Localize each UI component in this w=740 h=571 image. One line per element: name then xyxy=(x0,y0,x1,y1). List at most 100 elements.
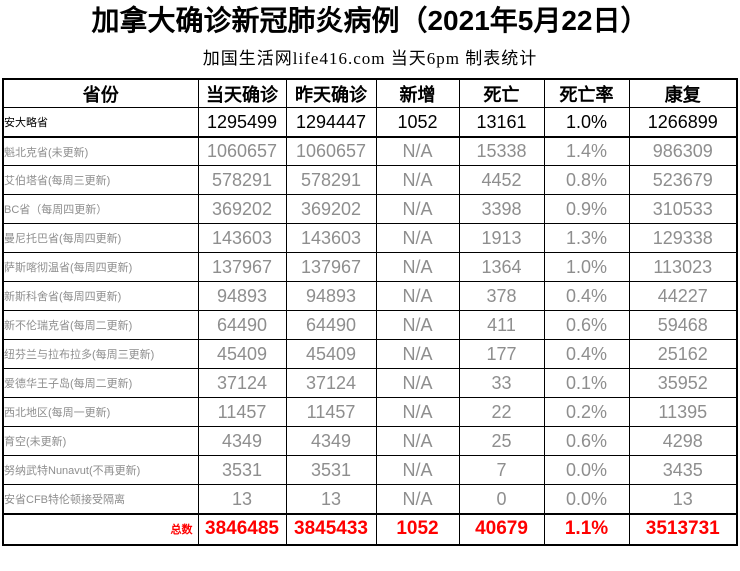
value-cell: 129338 xyxy=(628,223,738,254)
value-cell: 523679 xyxy=(628,165,738,196)
page-title: 加拿大确诊新冠肺炎病例（2021年5月22日） xyxy=(91,5,649,36)
value-cell: 1052 xyxy=(375,107,460,138)
column-header: 死亡率 xyxy=(543,78,630,109)
covid-stats-table: 省份 当天确诊 昨天确诊 新增 死亡 死亡率 康复 安大略省 1295499 1294447 10… xyxy=(2,77,738,546)
table-row: 努纳武特Nunavut(不再更新) 3531 3531 N/A 7 0.0% 3435 xyxy=(2,455,738,486)
table-row: 萨斯喀彻温省(每周四更新) 137967 137967 N/A 1364 1.0% 1130… xyxy=(2,252,738,283)
value-cell: N/A xyxy=(375,310,460,341)
value-cell: 0.4% xyxy=(543,281,630,312)
value-cell: N/A xyxy=(375,281,460,312)
value-cell: N/A xyxy=(375,136,460,167)
value-cell: 1.0% xyxy=(543,107,630,138)
value-cell: 411 xyxy=(458,310,545,341)
total-value-cell: 40679 xyxy=(458,512,545,546)
province-cell: 安省CFB特伦顿接受隔离 xyxy=(2,484,199,515)
value-cell: 3531 xyxy=(285,455,377,486)
table-row: 爱德华王子岛(每周二更新) 37124 37124 N/A 33 0.1% 35952 xyxy=(2,368,738,399)
province-cell: 曼尼托巴省(每周四更新) xyxy=(2,223,199,254)
value-cell: 113023 xyxy=(628,252,738,283)
value-cell: 37124 xyxy=(285,368,377,399)
province-cell: 安大略省 xyxy=(2,107,199,138)
value-cell: 3531 xyxy=(197,455,287,486)
value-cell: 1060657 xyxy=(197,136,287,167)
table-header: 省份 当天确诊 昨天确诊 新增 死亡 死亡率 康复 xyxy=(2,78,738,109)
value-cell: 578291 xyxy=(285,165,377,196)
header-row: 省份 当天确诊 昨天确诊 新增 死亡 死亡率 康复 xyxy=(2,78,738,109)
province-cell: 新斯科舍省(每周四更新) xyxy=(2,281,199,312)
value-cell: N/A xyxy=(375,426,460,457)
province-cell: 爱德华王子岛(每周二更新) xyxy=(2,368,199,399)
value-cell: 44227 xyxy=(628,281,738,312)
total-value-cell: 1.1% xyxy=(543,512,630,546)
value-cell: 25 xyxy=(458,426,545,457)
value-cell: 25162 xyxy=(628,339,738,370)
value-cell: 45409 xyxy=(285,339,377,370)
value-cell: 143603 xyxy=(285,223,377,254)
value-cell: 13 xyxy=(628,484,738,515)
value-cell: 1364 xyxy=(458,252,545,283)
value-cell: 4349 xyxy=(285,426,377,457)
value-cell: 33 xyxy=(458,368,545,399)
table-row: BC省（每周四更新） 369202 369202 N/A 3398 0.9% 310533 xyxy=(2,194,738,225)
value-cell: 1060657 xyxy=(285,136,377,167)
column-header: 当天确诊 xyxy=(197,78,287,109)
table-row: 西北地区(每周一更新) 11457 11457 N/A 22 0.2% 11395 xyxy=(2,397,738,428)
value-cell: 0.1% xyxy=(543,368,630,399)
value-cell: 1.4% xyxy=(543,136,630,167)
value-cell: 13161 xyxy=(458,107,545,138)
value-cell: 137967 xyxy=(197,252,287,283)
value-cell: 1266899 xyxy=(628,107,738,138)
column-header: 康复 xyxy=(628,78,738,109)
value-cell: 0.6% xyxy=(543,426,630,457)
value-cell: 1913 xyxy=(458,223,545,254)
value-cell: N/A xyxy=(375,339,460,370)
table-row: 安省CFB特伦顿接受隔离 13 13 N/A 0 0.0% 13 xyxy=(2,484,738,515)
province-cell: 魁北克省(未更新) xyxy=(2,136,199,167)
value-cell: 35952 xyxy=(628,368,738,399)
value-cell: 578291 xyxy=(197,165,287,196)
value-cell: N/A xyxy=(375,194,460,225)
value-cell: 37124 xyxy=(197,368,287,399)
value-cell: N/A xyxy=(375,484,460,515)
value-cell: 13 xyxy=(285,484,377,515)
value-cell: 4349 xyxy=(197,426,287,457)
value-cell: 3398 xyxy=(458,194,545,225)
value-cell: 11395 xyxy=(628,397,738,428)
value-cell: 94893 xyxy=(285,281,377,312)
table-row: 新斯科舍省(每周四更新) 94893 94893 N/A 378 0.4% 44227 xyxy=(2,281,738,312)
value-cell: N/A xyxy=(375,165,460,196)
column-header: 昨天确诊 xyxy=(285,78,377,109)
province-cell: 萨斯喀彻温省(每周四更新) xyxy=(2,252,199,283)
value-cell: 15338 xyxy=(458,136,545,167)
value-cell: 177 xyxy=(458,339,545,370)
value-cell: 1.3% xyxy=(543,223,630,254)
total-row: 总数 3846485 3845433 1052 40679 1.1% 3513731 xyxy=(2,512,738,546)
value-cell: 59468 xyxy=(628,310,738,341)
value-cell: 0.6% xyxy=(543,310,630,341)
total-value-cell: 3845433 xyxy=(285,512,377,546)
province-cell: 新不伦瑞克省(每周二更新) xyxy=(2,310,199,341)
value-cell: 3435 xyxy=(628,455,738,486)
province-cell: BC省（每周四更新） xyxy=(2,194,199,225)
value-cell: 378 xyxy=(458,281,545,312)
total-value-cell: 3513731 xyxy=(628,512,738,546)
table-row: 育空(未更新) 4349 4349 N/A 25 0.6% 4298 xyxy=(2,426,738,457)
page-subtitle: 加国生活网life416.com 当天6pm 制表统计 xyxy=(202,48,538,68)
value-cell: 143603 xyxy=(197,223,287,254)
value-cell: 11457 xyxy=(285,397,377,428)
value-cell: 310533 xyxy=(628,194,738,225)
value-cell: N/A xyxy=(375,455,460,486)
value-cell: 4452 xyxy=(458,165,545,196)
value-cell: 0 xyxy=(458,484,545,515)
value-cell: 0.0% xyxy=(543,484,630,515)
value-cell: 0.9% xyxy=(543,194,630,225)
value-cell: 64490 xyxy=(285,310,377,341)
column-header: 死亡 xyxy=(458,78,545,109)
value-cell: 986309 xyxy=(628,136,738,167)
value-cell: 94893 xyxy=(197,281,287,312)
value-cell: 369202 xyxy=(197,194,287,225)
value-cell: N/A xyxy=(375,223,460,254)
province-cell: 纽芬兰与拉布拉多(每周三更新) xyxy=(2,339,199,370)
value-cell: 22 xyxy=(458,397,545,428)
province-cell: 努纳武特Nunavut(不再更新) xyxy=(2,455,199,486)
